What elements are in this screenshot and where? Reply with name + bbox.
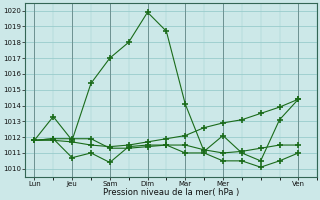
- X-axis label: Pression niveau de la mer( hPa ): Pression niveau de la mer( hPa ): [103, 188, 239, 197]
